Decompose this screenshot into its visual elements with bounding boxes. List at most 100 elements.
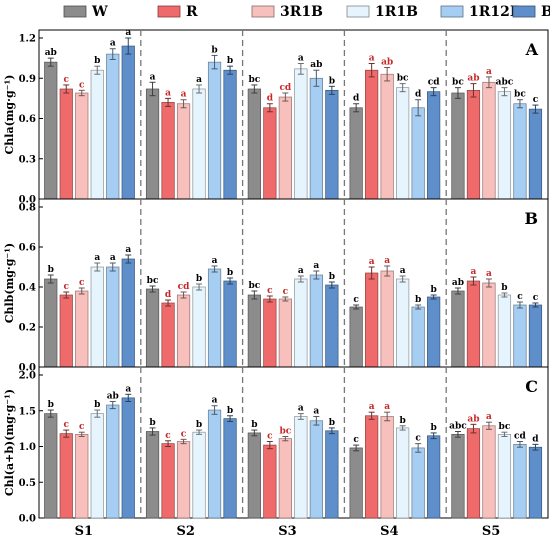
bar-b-s2 — [223, 418, 237, 519]
significance-letter: c — [415, 434, 421, 444]
bar-w-s3 — [247, 432, 261, 519]
significance-letter: a — [298, 53, 304, 63]
y-tick-label: 1.0 — [19, 442, 36, 453]
significance-letter: bc — [499, 422, 511, 432]
legend-label-r: R — [186, 4, 198, 20]
bar-w-s1 — [44, 278, 58, 368]
bar-b-s1 — [121, 258, 135, 368]
bar-r-s3 — [263, 444, 277, 519]
significance-letter: bc — [279, 426, 291, 436]
bar-b-s2 — [223, 280, 237, 368]
significance-letter: a — [384, 402, 390, 412]
significance-letter: a — [110, 39, 116, 49]
bar-r-s2 — [161, 102, 175, 200]
bar-1r12b-s2 — [207, 268, 222, 368]
bar-3r1b-s1 — [75, 433, 89, 519]
bar-w-s2 — [145, 88, 160, 200]
significance-letter: a — [369, 257, 375, 267]
y-tick-label: 0.0 — [19, 363, 36, 374]
bar-r-s1 — [59, 294, 73, 368]
bar-1r1b-s5 — [497, 294, 512, 368]
significance-letter: bc — [452, 78, 464, 88]
significance-letter: d — [415, 90, 422, 100]
significance-letter: b — [48, 400, 54, 410]
significance-letter: c — [64, 420, 70, 430]
bar-1r1b-s3 — [294, 278, 308, 368]
y-tick-label: 2.0 — [19, 371, 36, 382]
significance-letter: b — [415, 295, 421, 305]
bar-1r1b-s1 — [90, 413, 104, 519]
bar-1r12b-s5 — [513, 304, 527, 368]
bar-w-s5 — [451, 290, 465, 368]
bar-1r1b-s4 — [396, 87, 410, 200]
x-category-s3: S3 — [278, 524, 296, 539]
bar-r-s5 — [466, 428, 481, 519]
bar-3r1b-s4 — [380, 416, 394, 519]
bar-3r1b-s3 — [278, 438, 292, 519]
legend-swatch-1r1b — [346, 5, 370, 18]
significance-letter: c — [517, 292, 523, 302]
significance-letter: d — [532, 434, 539, 444]
bar-3r1b-s2 — [176, 103, 191, 200]
y-tick-label: 0.4 — [19, 283, 36, 294]
significance-letter: b — [251, 420, 257, 430]
significance-letter: c — [533, 95, 539, 105]
x-category-labels: S1 S2 S3 S4 S5 — [75, 524, 501, 539]
bar-1r1b-s4 — [396, 278, 410, 368]
significance-letter: bc — [248, 75, 260, 85]
significance-letter: a — [212, 396, 218, 406]
bar-b-s5 — [528, 446, 543, 519]
y-axis-label: Chlb(mg·g⁻¹) — [3, 243, 16, 324]
significance-letter: ab — [107, 391, 119, 401]
x-category-s5: S5 — [482, 524, 500, 539]
significance-letter: bc — [514, 90, 526, 100]
significance-letter: a — [125, 28, 131, 38]
y-tick-label: 0.6 — [19, 114, 36, 125]
bar-1r12b-s3 — [309, 77, 323, 200]
significance-letter: c — [165, 431, 171, 441]
significance-letter: c — [267, 431, 273, 441]
y-tick-label: 0.0 — [19, 195, 36, 206]
bar-r-s5 — [466, 280, 481, 368]
significance-letter: a — [94, 253, 100, 263]
significance-letter: a — [486, 412, 492, 422]
bar-b-s3 — [325, 430, 339, 519]
significance-letter: c — [181, 429, 187, 439]
bar-r-s4 — [365, 415, 379, 519]
significance-letter: a — [486, 269, 492, 279]
bar-1r12b-s1 — [106, 53, 120, 200]
significance-letter: c — [533, 293, 539, 303]
y-tick-label: 1.2 — [19, 34, 36, 45]
bar-1r1b-s3 — [294, 68, 308, 200]
significance-letter: b — [94, 56, 100, 66]
significance-letter: b — [94, 400, 100, 410]
bar-3r1b-s5 — [482, 425, 496, 519]
significance-letter: b — [227, 268, 233, 278]
bar-b-s5 — [528, 304, 543, 368]
significance-letter: a — [150, 72, 156, 82]
bar-3r1b-s5 — [482, 81, 496, 200]
significance-letter: ab — [381, 58, 393, 68]
legend-label-1r12b: 1R12B — [469, 4, 522, 20]
bar-w-s4 — [349, 306, 363, 368]
bar-b-s3 — [325, 89, 339, 200]
significance-letter: a — [110, 253, 116, 263]
legend-label-1r1b: 1R1B — [375, 4, 418, 20]
significance-letter: a — [212, 256, 218, 266]
bar-3r1b-s3 — [278, 96, 292, 200]
bar-b-s2 — [223, 69, 237, 200]
bar-1r12b-s5 — [513, 444, 527, 519]
bar-r-s2 — [161, 443, 175, 519]
significance-letter: cd — [178, 282, 190, 292]
bar-r-s1 — [59, 433, 73, 519]
bar-w-s3 — [247, 294, 261, 368]
bar-1r12b-s2 — [207, 61, 222, 200]
significance-letter: b — [329, 418, 335, 428]
bar-1r12b-s5 — [513, 103, 527, 200]
significance-letter: a — [125, 384, 131, 394]
bar-1r12b-s1 — [106, 266, 120, 368]
x-category-s1: S1 — [75, 524, 93, 539]
legend-swatch-w — [63, 5, 87, 18]
significance-letter: a — [369, 53, 375, 63]
